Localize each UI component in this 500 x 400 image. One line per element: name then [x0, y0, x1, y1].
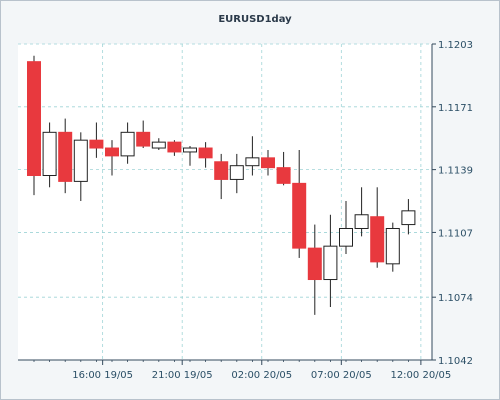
y-tick-label: 1.1107 — [438, 228, 473, 239]
candle-body-up — [151, 141, 166, 149]
y-tick-label: 1.1074 — [438, 293, 473, 304]
candle-body-down — [105, 147, 119, 157]
candle-body-down — [167, 141, 182, 153]
candle-body-down — [136, 131, 151, 147]
x-tick-label: 12:00 20/05 — [390, 370, 451, 381]
candle-body-down — [276, 167, 291, 184]
candle — [167, 140, 182, 156]
candle — [183, 146, 197, 166]
x-tick-label: 07:00 20/05 — [311, 370, 372, 381]
y-tick-label: 1.1171 — [438, 103, 473, 114]
candle — [89, 122, 104, 158]
candle — [323, 214, 338, 308]
candle-body-up — [385, 227, 400, 265]
candle — [401, 199, 416, 235]
candle — [307, 224, 322, 315]
candle — [73, 132, 88, 202]
x-tick-label: 16:00 19/05 — [72, 370, 133, 381]
candle — [120, 122, 135, 164]
candle-body-down — [27, 61, 41, 177]
candles-layer — [27, 55, 416, 315]
candle-body-up — [354, 214, 369, 229]
candle-body-down — [58, 131, 73, 182]
candle-body-down — [89, 139, 104, 149]
candle — [261, 149, 275, 176]
candle-body-up — [323, 245, 338, 281]
x-tick-label: 21:00 19/05 — [152, 370, 213, 381]
candle-body-up — [229, 165, 244, 180]
candle-body-up — [73, 139, 88, 182]
candle — [151, 138, 166, 150]
candle-body-up — [339, 227, 353, 247]
candle-body-up — [120, 131, 135, 157]
y-tick-label: 1.1042 — [438, 356, 473, 367]
candle-body-up — [42, 131, 57, 177]
candle — [105, 140, 119, 176]
candle-body-up — [183, 147, 197, 153]
candle — [245, 136, 260, 176]
candle — [385, 222, 400, 272]
candle — [292, 149, 307, 258]
candle-body-up — [401, 210, 416, 226]
candle-body-down — [370, 216, 385, 263]
chart-title: EURUSD1day — [218, 14, 292, 25]
candle — [229, 153, 244, 194]
x-tick-label: 02:00 20/05 — [231, 370, 292, 381]
candle — [339, 201, 353, 255]
candle — [136, 120, 151, 149]
candle-body-down — [261, 157, 275, 169]
candle — [370, 187, 385, 268]
candle — [27, 55, 41, 196]
candle-body-down — [214, 161, 229, 180]
candle-body-down — [292, 182, 307, 249]
candle — [42, 122, 57, 188]
candle — [214, 153, 229, 200]
candle — [354, 187, 369, 237]
candle — [276, 151, 291, 186]
y-tick-label: 1.1203 — [438, 40, 473, 51]
plot-area — [18, 44, 432, 360]
candle-body-down — [198, 147, 213, 159]
y-tick-label: 1.1139 — [438, 166, 473, 177]
candle-body-up — [245, 157, 260, 167]
axes: 1.1042 1.1074 1.1107 1.1139 1.1171 1.1203 16:0… — [18, 40, 473, 381]
candle — [198, 142, 213, 168]
candle-body-down — [307, 247, 322, 281]
candle — [58, 118, 73, 194]
